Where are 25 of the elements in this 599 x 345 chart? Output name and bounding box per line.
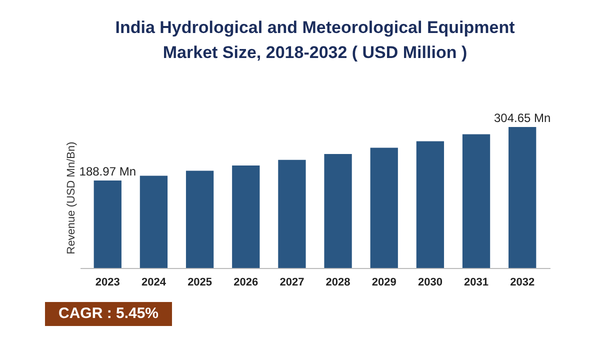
bar <box>508 127 536 268</box>
y-axis-title: Revenue (USD Mn/Bn) <box>66 142 78 254</box>
note-box: CAGR : 5.45% <box>45 302 172 326</box>
x-tick-label: 2030 <box>418 276 442 288</box>
bar <box>370 148 398 268</box>
x-tick-label: 2031 <box>464 276 489 288</box>
bar <box>416 141 444 268</box>
data-label: 304.65 Mn <box>494 111 551 125</box>
bar <box>186 170 214 268</box>
x-tick-label: 2025 <box>188 276 212 288</box>
x-tick-label: 2029 <box>372 276 396 288</box>
x-tick-label: 2032 <box>510 276 535 288</box>
x-tick-label: 2026 <box>234 276 258 288</box>
x-tick-label: 2023 <box>95 276 120 288</box>
bar <box>278 160 306 268</box>
data-label: 188.97 Mn <box>79 164 136 179</box>
bar <box>462 134 490 268</box>
x-tick-label: 2028 <box>326 276 350 288</box>
x-tick-label: 2027 <box>280 276 304 288</box>
bar <box>232 165 260 268</box>
x-tick-label: 2024 <box>141 276 167 288</box>
bar <box>140 176 168 268</box>
bar <box>94 180 122 268</box>
chart-title: India Hydrological and Meteorological Equipment Market Size, 2018-2032 ( USD Million ) <box>115 18 516 62</box>
bar <box>324 154 352 268</box>
